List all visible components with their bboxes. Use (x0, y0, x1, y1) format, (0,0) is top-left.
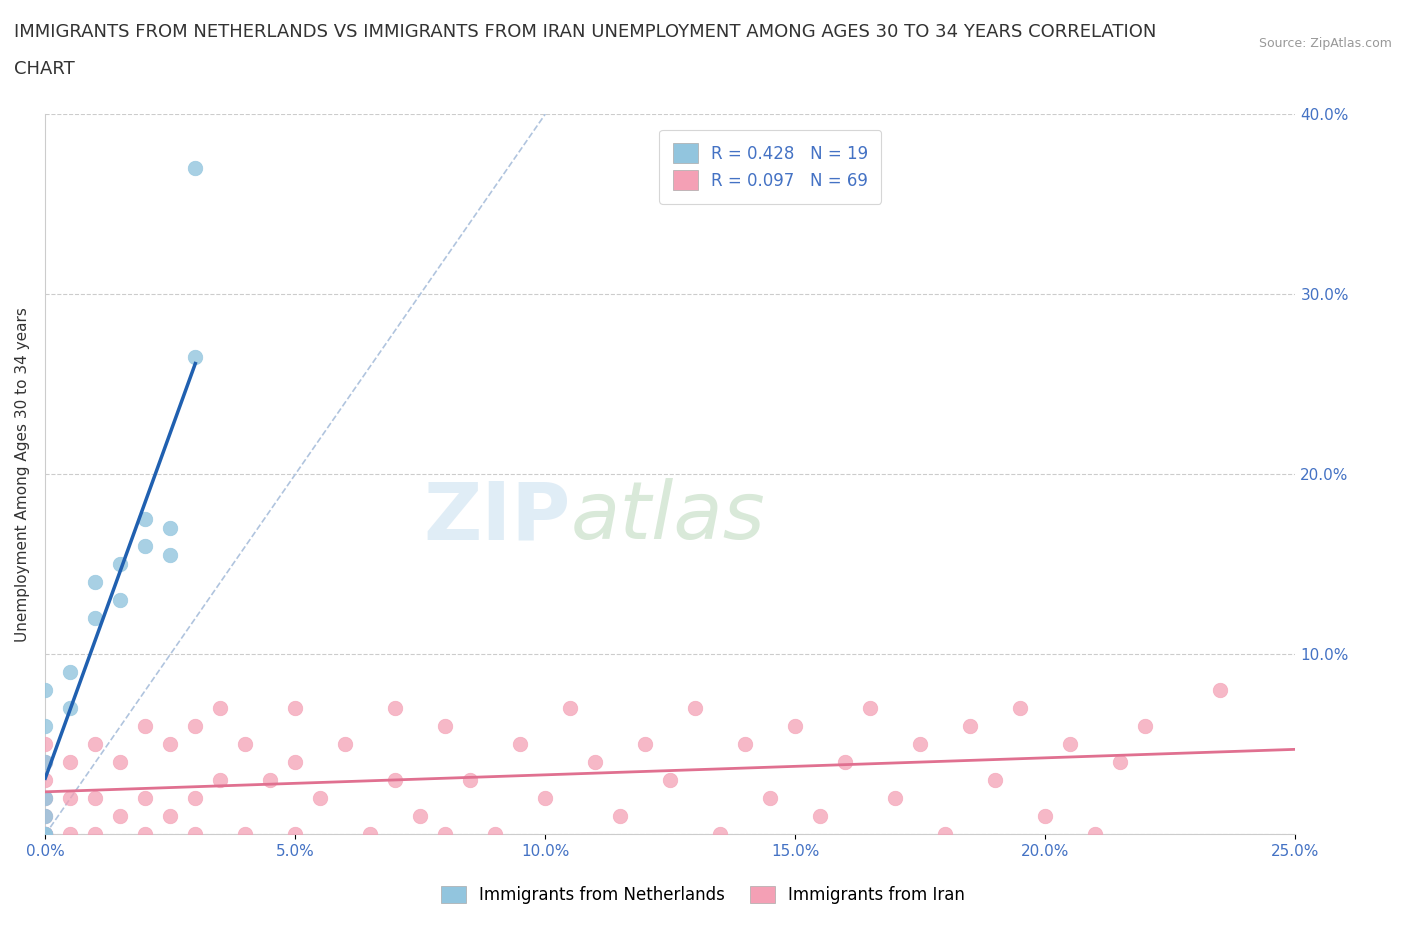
Point (659, 773, 682, 788)
Point (1084, 827, 1107, 842)
Point (1209, 683, 1232, 698)
Text: Source: ZipAtlas.com: Source: ZipAtlas.com (1258, 37, 1392, 50)
Point (284, 827, 307, 842)
Point (184, 161, 207, 176)
Point (59, 701, 82, 716)
Point (609, 809, 631, 824)
Point (785, 719, 807, 734)
Point (59, 827, 82, 842)
Point (583, 755, 606, 770)
Point (184, 350, 207, 365)
Point (734, 737, 756, 751)
Legend: Immigrants from Netherlands, Immigrants from Iran: Immigrants from Netherlands, Immigrants … (433, 878, 973, 912)
Point (509, 737, 531, 751)
Point (1010, 701, 1032, 716)
Text: IMMIGRANTS FROM NETHERLANDS VS IMMIGRANTS FROM IRAN UNEMPLOYMENT AMONG AGES 30 T: IMMIGRANTS FROM NETHERLANDS VS IMMIGRANT… (14, 23, 1156, 41)
Point (110, 557, 132, 572)
Point (34, 809, 56, 824)
Point (34, 809, 56, 824)
Point (184, 719, 207, 734)
Point (110, 755, 132, 770)
Point (959, 719, 981, 734)
Point (209, 773, 232, 788)
Point (110, 809, 132, 824)
Point (460, 773, 482, 788)
Text: atlas: atlas (571, 478, 765, 556)
Point (34, 737, 56, 751)
Point (34, 719, 56, 734)
Point (34, 755, 56, 770)
Point (159, 809, 181, 824)
Point (209, 701, 232, 716)
Point (434, 719, 457, 734)
Point (759, 791, 782, 806)
Point (134, 827, 156, 842)
Point (34, 683, 56, 698)
Point (910, 737, 932, 751)
Point (1135, 719, 1157, 734)
Legend: R = 0.428   N = 19, R = 0.097   N = 69: R = 0.428 N = 19, R = 0.097 N = 69 (659, 129, 882, 204)
Point (384, 701, 406, 716)
Point (34, 827, 56, 842)
Point (233, 737, 256, 751)
Point (409, 809, 432, 824)
Point (134, 538, 156, 553)
Point (1059, 737, 1081, 751)
Point (59, 791, 82, 806)
Point (110, 593, 132, 608)
Point (34, 791, 56, 806)
Point (884, 791, 907, 806)
Point (634, 737, 657, 751)
Point (34, 791, 56, 806)
Point (984, 773, 1007, 788)
Point (34, 827, 56, 842)
Point (84, 737, 107, 751)
Point (184, 791, 207, 806)
Point (134, 512, 156, 526)
Point (34, 773, 56, 788)
Point (84, 827, 107, 842)
Point (384, 773, 406, 788)
Y-axis label: Unemployment Among Ages 30 to 34 years: Unemployment Among Ages 30 to 34 years (15, 307, 30, 642)
Point (34, 827, 56, 842)
Point (934, 827, 956, 842)
Point (859, 701, 882, 716)
Point (159, 548, 181, 563)
Point (434, 827, 457, 842)
Point (335, 737, 357, 751)
Point (233, 827, 256, 842)
Point (34, 827, 56, 842)
Point (84, 575, 107, 590)
Point (84, 611, 107, 626)
Point (309, 791, 332, 806)
Point (159, 737, 181, 751)
Point (560, 701, 582, 716)
Point (34, 755, 56, 770)
Text: ZIP: ZIP (423, 478, 571, 556)
Point (709, 827, 731, 842)
Point (1035, 809, 1057, 824)
Point (359, 827, 381, 842)
Point (184, 827, 207, 842)
Point (59, 665, 82, 680)
Point (534, 791, 557, 806)
Point (834, 755, 856, 770)
Point (1109, 755, 1132, 770)
Point (34, 827, 56, 842)
Point (59, 755, 82, 770)
Point (84, 791, 107, 806)
Point (134, 791, 156, 806)
Text: CHART: CHART (14, 60, 75, 78)
Point (484, 827, 506, 842)
Point (284, 701, 307, 716)
Point (259, 773, 281, 788)
Point (284, 755, 307, 770)
Point (134, 719, 156, 734)
Point (685, 701, 707, 716)
Point (159, 521, 181, 536)
Point (808, 809, 831, 824)
